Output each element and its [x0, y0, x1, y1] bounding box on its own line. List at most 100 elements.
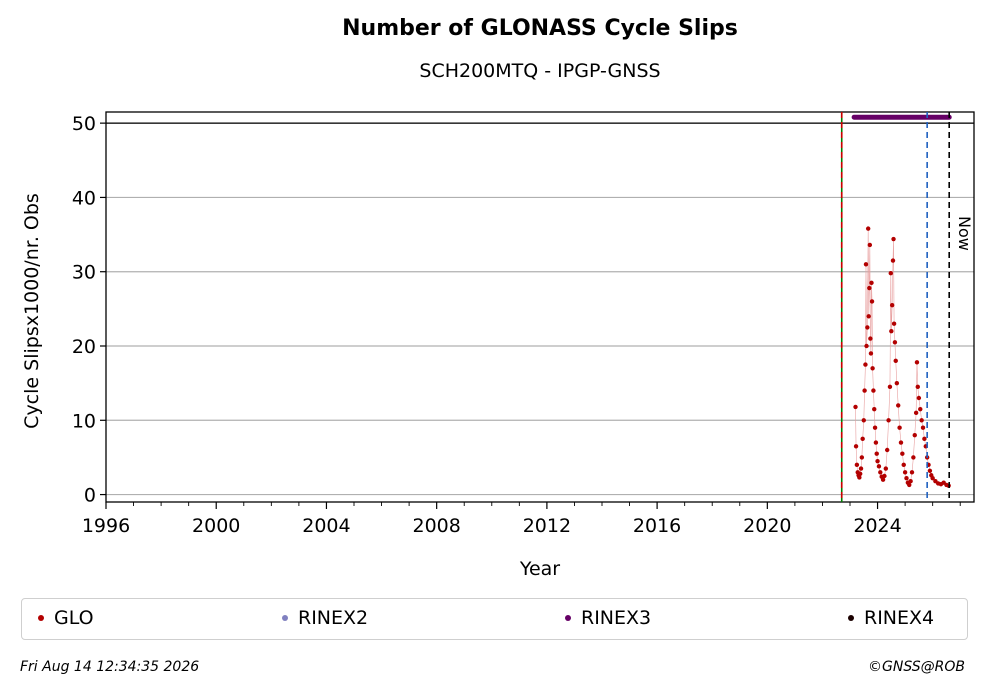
x-tick-label-2012: 2012	[523, 515, 571, 537]
data-point-glo	[858, 466, 864, 471]
x-tick-label-2016: 2016	[633, 515, 681, 537]
data-point-glo	[887, 384, 893, 390]
data-point-glo	[930, 476, 935, 481]
y-tick-label-30: 30	[72, 262, 96, 284]
legend-label-rinex2: RINEX2	[298, 607, 369, 629]
data-point-glo	[891, 321, 897, 326]
data-point-glo	[900, 451, 905, 456]
y-tick-label-0: 0	[84, 485, 96, 507]
data-point-glo	[909, 470, 915, 475]
data-point-glo	[911, 455, 916, 460]
data-point-glo	[873, 440, 879, 445]
data-point-glo	[901, 462, 906, 468]
data-point-glo	[919, 418, 924, 423]
data-point-glo	[853, 404, 858, 410]
data-point-glo	[868, 351, 874, 356]
legend-item-glo: GLO	[38, 607, 94, 629]
data-point-glo	[902, 470, 908, 475]
data-point-glo	[883, 466, 889, 471]
data-point-glo	[912, 432, 917, 438]
chart-title: Number of GLONASS Cycle Slips	[342, 16, 738, 41]
data-point-glo	[889, 328, 894, 334]
data-point-glo	[863, 362, 868, 367]
series-line-glo	[855, 228, 949, 486]
footer-timestamp: Fri Aug 14 12:34:35 2026	[20, 659, 200, 675]
legend-item-rinex3: RINEX3	[565, 607, 651, 629]
data-point-glo	[914, 360, 920, 365]
data-point-glo	[869, 299, 875, 304]
data-point-glo	[893, 358, 898, 364]
plot-frame	[105, 111, 975, 503]
data-point-glo	[890, 258, 896, 263]
x-tick-label-2008: 2008	[412, 515, 460, 537]
data-point-glo	[861, 418, 866, 423]
chart-subtitle: SCH200MTQ - IPGP-GNSS	[419, 60, 661, 82]
data-point-glo	[889, 302, 895, 308]
data-point-glo	[916, 395, 922, 401]
data-point-glo	[872, 425, 878, 430]
legend-marker-glo	[38, 615, 44, 621]
legend-label-rinex3: RINEX3	[581, 607, 652, 629]
y-tick-label-20: 20	[72, 336, 96, 358]
data-point-glo	[886, 418, 891, 423]
y-tick-label-10: 10	[72, 410, 96, 432]
y-axis-label: Cycle Slipsx1000/nr. Obs	[21, 193, 43, 429]
data-point-glo	[896, 403, 901, 408]
data-point-glo	[871, 388, 876, 393]
data-point-glo	[880, 477, 886, 482]
x-tick-label-2024: 2024	[853, 515, 901, 537]
y-tick-label-50: 50	[72, 113, 96, 135]
data-point-glo	[857, 475, 862, 480]
data-point-glo	[885, 447, 890, 453]
data-point-glo	[869, 280, 874, 286]
legend-marker-rinex3	[565, 615, 571, 621]
data-point-glo	[918, 406, 923, 412]
x-axis-label: Year	[519, 558, 560, 580]
data-point-glo	[863, 262, 869, 267]
data-point-glo	[865, 325, 870, 330]
data-point-glo	[867, 242, 873, 248]
now-label: Now	[955, 216, 974, 251]
x-tick-label-1996: 1996	[82, 515, 130, 537]
data-point-glo	[865, 226, 871, 231]
legend-marker-rinex4	[848, 615, 854, 621]
legend-label-glo: GLO	[54, 607, 94, 629]
y-tick-label-40: 40	[72, 187, 96, 209]
data-point-glo	[878, 470, 883, 475]
data-point-glo	[874, 451, 879, 456]
legend-label-rinex4: RINEX4	[864, 607, 935, 629]
data-point-glo	[860, 436, 865, 442]
data-point-glo	[922, 436, 927, 442]
data-point-glo	[894, 380, 900, 386]
data-point-glo	[908, 479, 913, 484]
data-point-glo	[876, 464, 882, 469]
data-point-glo	[868, 336, 873, 341]
footer-copyright: ©GNSS@ROB	[868, 659, 965, 675]
data-point-glo	[864, 343, 869, 349]
data-point-glo	[892, 340, 898, 345]
data-point-glo	[907, 482, 912, 488]
data-point-glo	[920, 425, 926, 430]
data-point-glo	[853, 444, 859, 449]
data-point-glo	[870, 366, 875, 371]
x-tick-label-2004: 2004	[302, 515, 350, 537]
data-point-glo	[866, 314, 871, 319]
data-point-glo	[872, 406, 877, 412]
data-point-glo	[927, 468, 933, 473]
x-tick-label-2020: 2020	[743, 515, 791, 537]
data-point-glo	[891, 236, 896, 242]
data-point-glo	[888, 271, 893, 276]
legend-marker-rinex2	[282, 615, 288, 621]
legend-item-rinex2: RINEX2	[282, 607, 368, 629]
data-point-glo	[898, 440, 904, 445]
x-tick-label-2000: 2000	[192, 515, 240, 537]
data-point-glo	[867, 285, 872, 291]
data-point-glo	[913, 410, 919, 416]
legend-item-rinex4: RINEX4	[848, 607, 934, 629]
data-point-glo	[857, 471, 863, 476]
data-point-glo	[862, 388, 867, 393]
data-point-glo	[875, 458, 880, 464]
data-point-glo	[854, 462, 860, 468]
legend: GLO RINEX2 RINEX3 RINEX4	[21, 598, 968, 640]
